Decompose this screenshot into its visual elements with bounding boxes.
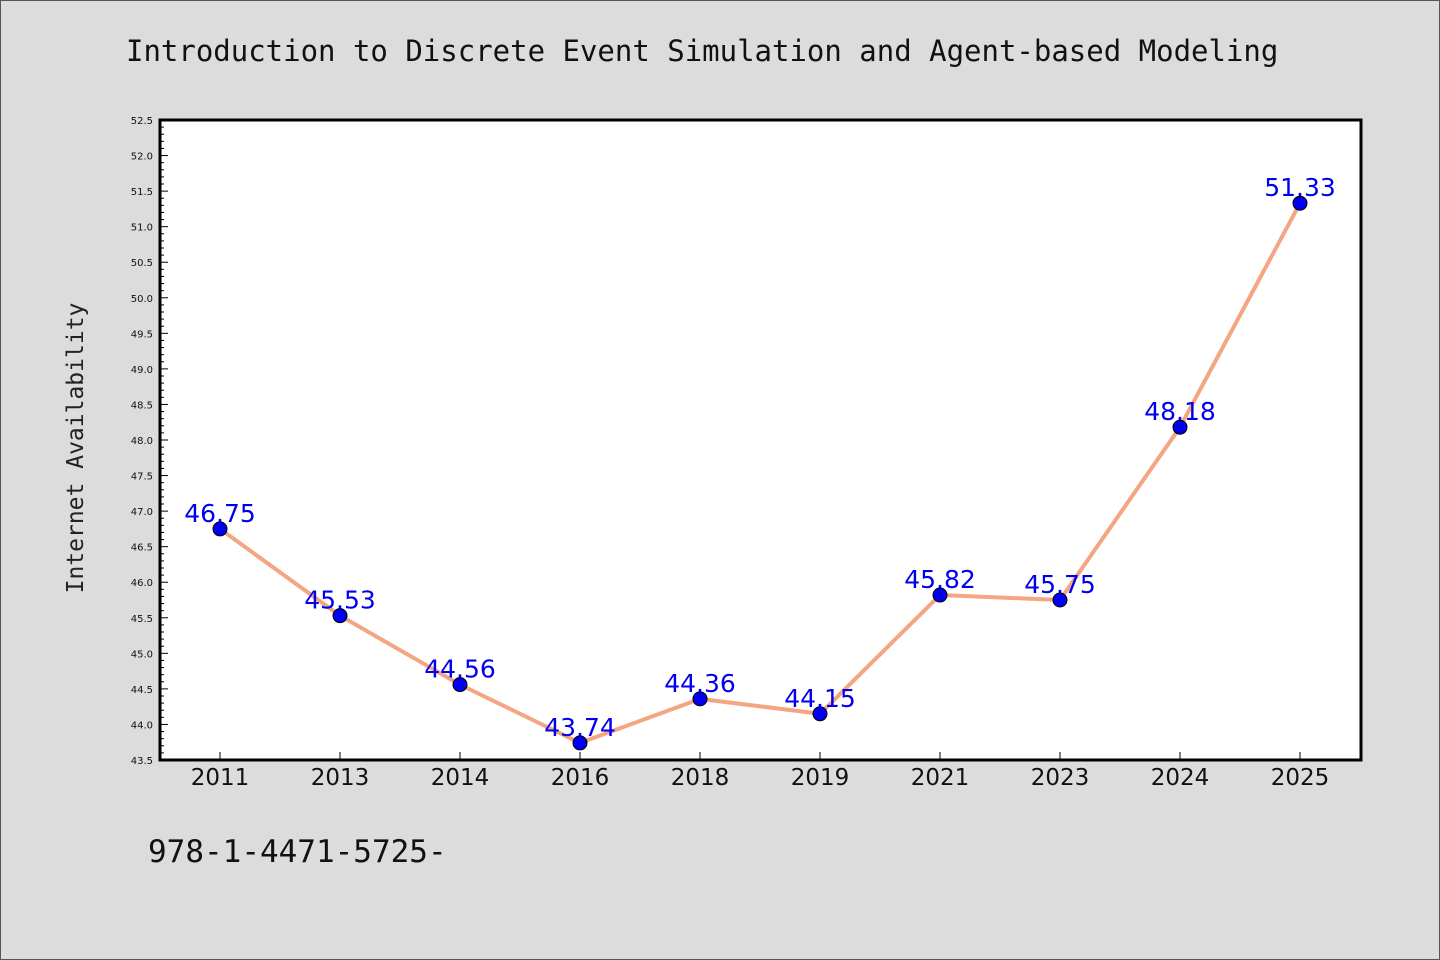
y-tick-label: 52.0: [131, 152, 153, 163]
y-tick-label: 46.0: [131, 578, 153, 589]
plot-frame: [158, 118, 1363, 762]
series-layer: [212, 195, 1308, 751]
data-label: 45.53: [304, 586, 376, 615]
data-label: 46.75: [184, 499, 256, 528]
y-tick-label: 44.5: [131, 685, 153, 696]
data-point: [212, 521, 228, 537]
series-line: [218, 202, 1302, 745]
data-label: 48.18: [1144, 397, 1216, 426]
data-point: [572, 735, 588, 751]
x-tick-label: 2019: [791, 765, 850, 791]
x-tick-label: 2013: [311, 765, 370, 791]
y-tick-label: 50.5: [131, 258, 153, 269]
x-axis-ticks: 2011 2013 2014 2016 2018 2019 2021 2023 2024 2025: [191, 752, 1330, 791]
footer-code: 978-1-4471-5725-: [148, 834, 447, 870]
chart-title: Introduction to Discrete Event Simulatio…: [126, 34, 1279, 68]
data-point: [1052, 592, 1068, 608]
y-tick-label: 50.0: [131, 294, 153, 305]
x-tick-label: 2023: [1031, 765, 1090, 791]
data-label: 44.36: [664, 669, 736, 698]
y-tick-label: 48.5: [131, 400, 153, 411]
y-tick-label: 51.0: [131, 223, 153, 234]
y-tick-label: 46.5: [131, 543, 153, 554]
y-tick-label: 48.0: [131, 436, 153, 447]
data-point: [452, 677, 468, 693]
x-tick-label: 2011: [191, 765, 250, 791]
y-tick-label: 45.5: [131, 614, 153, 625]
x-tick-label: 2016: [551, 765, 610, 791]
x-tick-label: 2025: [1271, 765, 1330, 791]
data-point: [1292, 195, 1308, 211]
data-label: 44.15: [784, 684, 856, 713]
data-label: 45.82: [904, 565, 976, 594]
plot-area: [160, 120, 1361, 760]
y-tick-label: 45.0: [131, 649, 153, 660]
y-tick-label: 44.0: [131, 720, 153, 731]
data-label: 45.75: [1024, 570, 1096, 599]
data-point: [692, 691, 708, 707]
x-tick-label: 2018: [671, 765, 730, 791]
y-tick-label: 49.5: [131, 329, 153, 340]
data-point: [812, 706, 828, 722]
y-tick-label: 47.0: [131, 507, 153, 518]
y-tick-label: 47.5: [131, 472, 153, 483]
y-tick-label: 51.5: [131, 187, 153, 198]
y-tick-label: 52.5: [131, 116, 153, 127]
x-tick-label: 2014: [431, 765, 490, 791]
y-tick-label: 43.5: [131, 756, 153, 767]
data-point: [332, 608, 348, 624]
x-tick-label: 2021: [911, 765, 970, 791]
data-label-layer: 46.75 45.53 44.56 43.74 44.36 44.15 45.82 45.75…: [184, 173, 1336, 742]
data-label: 44.56: [424, 655, 496, 684]
x-tick-label: 2024: [1151, 765, 1210, 791]
y-tick-label: 49.0: [131, 365, 153, 376]
data-point: [932, 587, 948, 603]
data-label: 51.33: [1264, 173, 1336, 202]
data-label: 43.74: [544, 713, 616, 742]
data-point: [1172, 419, 1188, 435]
